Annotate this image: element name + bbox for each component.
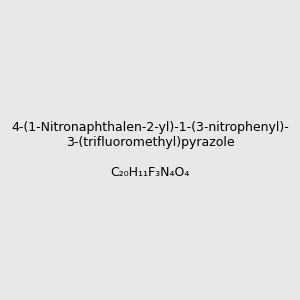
Text: 4-(1-Nitronaphthalen-2-yl)-1-(3-nitrophenyl)-
3-(trifluoromethyl)pyrazole

C₂₀H₁: 4-(1-Nitronaphthalen-2-yl)-1-(3-nitrophe… bbox=[11, 121, 289, 179]
